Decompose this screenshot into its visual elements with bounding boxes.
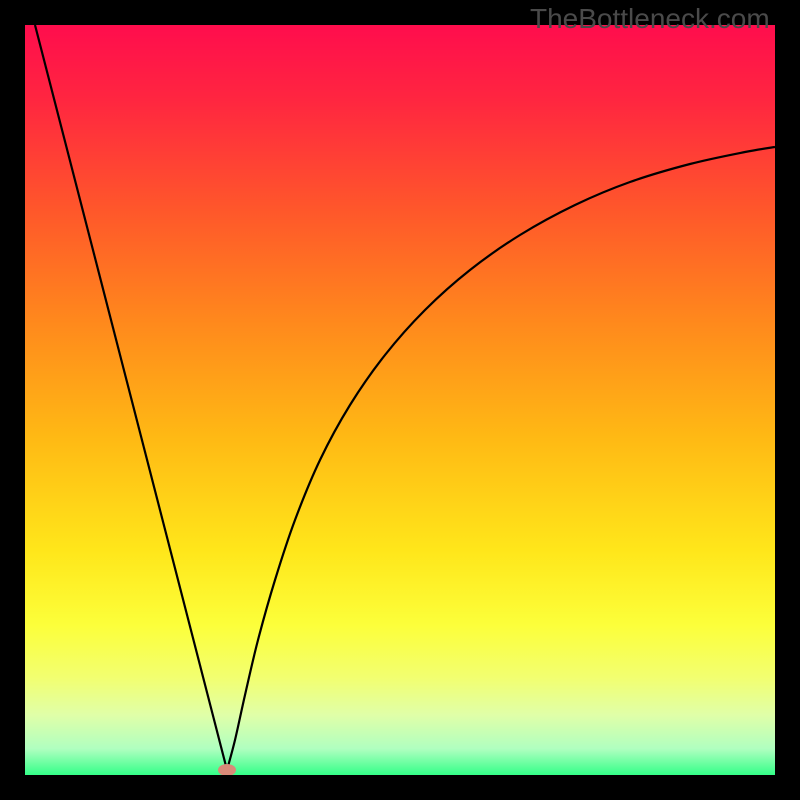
chart-svg	[0, 0, 800, 800]
chart-container: TheBottleneck.com	[0, 0, 800, 800]
watermark-text: TheBottleneck.com	[530, 3, 770, 35]
gradient-background	[25, 25, 775, 775]
minimum-marker	[218, 764, 236, 776]
